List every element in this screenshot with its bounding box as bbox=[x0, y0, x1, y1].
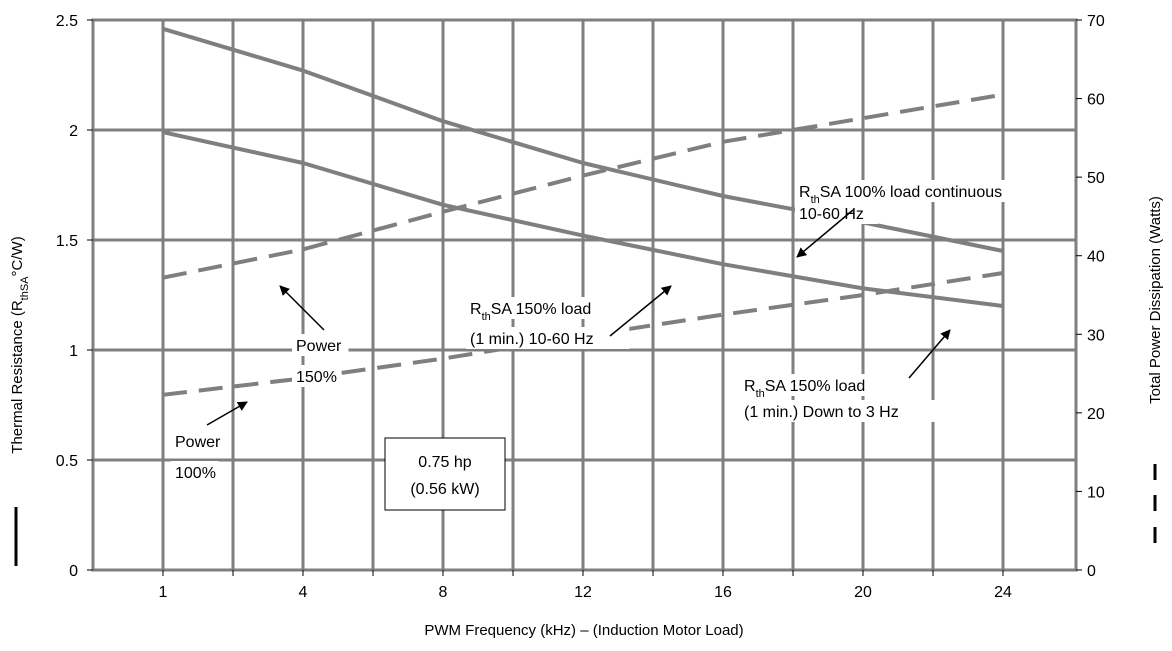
annotation-arrow bbox=[609, 285, 672, 337]
annotation-text: Power bbox=[296, 338, 342, 355]
y-right-tick-label: 10 bbox=[1087, 484, 1105, 501]
boxed-label-text: 0.75 hp bbox=[418, 454, 471, 471]
y-right-tick-label: 60 bbox=[1087, 92, 1105, 109]
boxed-label-border bbox=[384, 437, 506, 511]
annotation-subscript: th bbox=[756, 388, 765, 400]
annotation-text: Power bbox=[175, 434, 221, 451]
x-tick-label: 1 bbox=[159, 584, 168, 601]
plot-border bbox=[91, 18, 1078, 572]
series-line-3 bbox=[162, 92, 1004, 280]
y-left-tick-label: 1.5 bbox=[56, 233, 78, 250]
boxed-label-text: (0.56 kW) bbox=[410, 481, 479, 498]
annotation-bg bbox=[171, 430, 228, 452]
y-axis-left-title-suffix: °C/W) bbox=[9, 236, 26, 276]
x-tick-label: 12 bbox=[574, 584, 592, 601]
x-tick-label: 4 bbox=[299, 584, 308, 601]
annotation-bg bbox=[466, 297, 594, 319]
x-axis-title: PWM Frequency (kHz) – (Induction Motor L… bbox=[424, 622, 743, 639]
y-axis-left-title-subscript: thSA bbox=[19, 276, 31, 301]
annotation-text-rest: SA 100% load continuous bbox=[820, 184, 1002, 201]
annotation-text: 10-60 Hz bbox=[799, 206, 864, 223]
grid bbox=[93, 20, 1076, 570]
annotation-text: 150% bbox=[296, 369, 337, 386]
annotation-bg bbox=[292, 365, 340, 387]
plot-frame bbox=[87, 18, 1082, 576]
y-right-tick-label: 50 bbox=[1087, 170, 1105, 187]
annotation-text: RthSA 150% load bbox=[470, 301, 591, 323]
annotation-rth150down: RthSA 150% load (1 min.) Down to 3 Hz bbox=[740, 329, 951, 422]
annotation-subscript: th bbox=[811, 194, 820, 206]
axis-titles: PWM Frequency (kHz) – (Induction Motor L… bbox=[9, 196, 1164, 639]
annotation-bg bbox=[740, 400, 939, 422]
x-tick-label: 16 bbox=[714, 584, 732, 601]
annotation-subscript: th bbox=[482, 311, 491, 323]
annotation-text-rest: SA 150% load bbox=[491, 301, 592, 318]
y-left-tick-label: 2.5 bbox=[56, 13, 78, 30]
annotation-text: 100% bbox=[175, 465, 216, 482]
annotation-arrow bbox=[279, 285, 325, 331]
y-right-tick-label: 0 bbox=[1087, 563, 1096, 580]
annotation-bg bbox=[171, 461, 219, 483]
boxed-label-hp: 0.75 hp (0.56 kW) bbox=[384, 437, 506, 511]
annotation-rth150: RthSA 150% load (1 min.) 10-60 Hz bbox=[466, 285, 672, 349]
x-tick-label: 20 bbox=[854, 584, 872, 601]
y-left-tick-label: 0.5 bbox=[56, 453, 78, 470]
x-tick-label: 24 bbox=[994, 584, 1012, 601]
series-line-2 bbox=[162, 130, 1004, 308]
annotation-bg bbox=[795, 202, 879, 224]
annotation-arrow bbox=[206, 401, 248, 426]
y-right-tick-label: 30 bbox=[1087, 327, 1105, 344]
x-tick-label: 8 bbox=[439, 584, 448, 601]
annotation-arrow bbox=[908, 329, 951, 379]
annotation-bg bbox=[466, 327, 630, 349]
annotation-text-rest: SA 150% load bbox=[765, 378, 866, 395]
y-axis-right-title: Total Power Dissipation (Watts) bbox=[1147, 196, 1164, 404]
annotation-bg bbox=[292, 334, 349, 356]
annotation-bg bbox=[795, 180, 1021, 202]
annotation-text: (1 min.) Down to 3 Hz bbox=[744, 404, 899, 421]
y-right-tick-label: 40 bbox=[1087, 249, 1105, 266]
y-right-tick-label: 20 bbox=[1087, 406, 1105, 423]
annotation-text: (1 min.) 10-60 Hz bbox=[470, 331, 594, 348]
tick-labels: 1 4 8 12 16 20 24 0 0.5 1 1.5 2 2.5 0 10 20 30 40 50 60 70 bbox=[56, 13, 1105, 601]
y-right-tick-label: 70 bbox=[1087, 13, 1105, 30]
y-axis-left-title: Thermal Resistance (RthSA°C/W) bbox=[9, 236, 31, 453]
annotation-arrow bbox=[796, 209, 854, 258]
y-left-tick-label: 2 bbox=[69, 123, 78, 140]
y-left-tick-label: 0 bbox=[69, 563, 78, 580]
annotation-bg bbox=[740, 374, 868, 396]
series-line-4 bbox=[162, 271, 1004, 397]
annotation-power100: Power 100% bbox=[171, 401, 248, 483]
annotation-text: RthSA 150% load bbox=[744, 378, 865, 400]
annotation-text: RthSA 100% load continuous bbox=[799, 184, 1002, 206]
y-left-tick-label: 1 bbox=[69, 343, 78, 360]
annotation-power150: Power 150% bbox=[279, 285, 349, 387]
